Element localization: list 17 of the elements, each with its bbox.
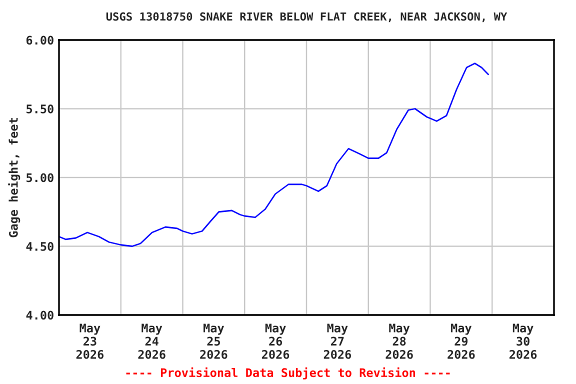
line-series — [59, 62, 489, 247]
x-tick-label: May 25 2026 — [200, 324, 228, 359]
x-tick-label: May 29 2026 — [448, 324, 475, 359]
x-tick-label: May 23 2026 — [76, 324, 104, 359]
x-tick-label: May 27 2026 — [324, 324, 352, 359]
y-axis-title: Gage height, feet — [8, 118, 20, 238]
y-tick-label: 4.50 — [26, 242, 54, 251]
x-tick-label: May 30 2026 — [510, 324, 537, 359]
chart-title: USGS 13018750 SNAKE RIVER BELOW FLAT CREEK, NEAR JACKSON, WY — [106, 12, 508, 22]
x-tick-label: May 28 2026 — [386, 324, 413, 359]
y-tick-label: 5.00 — [26, 173, 54, 182]
y-tick-label: 4.00 — [26, 310, 54, 320]
y-tick-label: 5.50 — [26, 104, 54, 114]
x-tick-label: May 26 2026 — [262, 324, 290, 359]
text: ---- Provisional Data Subject to Revision ---- — [126, 367, 450, 380]
x-tick-label: May 24 2026 — [138, 324, 166, 359]
y-tick-label: 6.00 — [26, 36, 54, 45]
